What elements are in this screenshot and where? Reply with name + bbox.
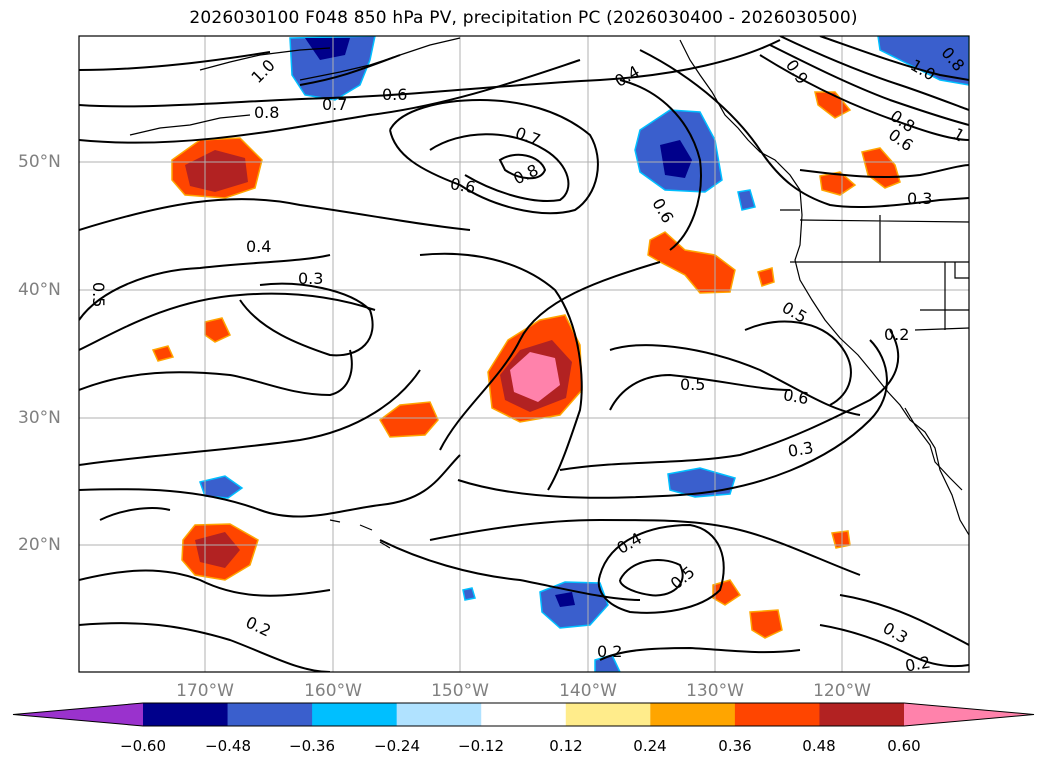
contour-label: 0.2 [904, 652, 932, 675]
pv-contours [79, 36, 969, 672]
lat-tick-label: 40°N [18, 280, 61, 300]
precip-negative-patch [305, 38, 350, 60]
contour-label: 0.5 [89, 282, 108, 307]
lon-tick-label: 150°W [431, 681, 489, 701]
colorbar-tick-label: −0.48 [205, 737, 251, 755]
contour-label: 0.7 [322, 95, 347, 114]
colorbar-tick-label: 0.24 [633, 737, 667, 755]
precip-positive-patch [204, 317, 231, 343]
contour-label: 0.5 [779, 298, 811, 327]
colorbar-tick-label: 0.36 [718, 737, 752, 755]
colorbar-segment [650, 703, 736, 726]
colorbar-tick-label: 0.48 [802, 737, 836, 755]
lon-tick-label: 120°W [813, 681, 871, 701]
colorbar-segment [227, 703, 313, 726]
contour-label: 0.5 [680, 375, 705, 394]
precip-negative-patch [877, 36, 969, 86]
precip-negative-patch [199, 475, 244, 499]
precip-positive-patch [749, 609, 783, 639]
colorbar-segment [734, 703, 820, 726]
plot-frame [78, 35, 970, 673]
colorbar-tick-label: 0.60 [887, 737, 921, 755]
contour-label: 0.2 [243, 613, 274, 641]
contour-label: 0.6 [782, 385, 810, 408]
colorbar-segment [396, 703, 482, 726]
lat-tick-label: 30°N [18, 408, 61, 428]
contour-label: 0.2 [884, 325, 909, 344]
colorbar-tick-label: −0.60 [120, 737, 166, 755]
precip-positive-patch [819, 171, 857, 196]
colorbar-segment [143, 703, 229, 726]
precip-patches [151, 36, 969, 672]
precip-negative-patch [462, 587, 476, 601]
contour-label: 0.6 [382, 85, 407, 104]
lon-tick-label: 170°W [176, 681, 234, 701]
lon-tick-label: 130°W [686, 681, 744, 701]
colorbar-segment [565, 703, 651, 726]
map-title: 2026030100 F048 850 hPa PV, precipitatio… [189, 8, 858, 28]
colorbar-extend-high [904, 703, 1034, 726]
colorbar-extend-low [13, 703, 143, 726]
precip-negative-patch [737, 189, 756, 211]
lat-tick-label: 50°N [18, 152, 61, 172]
contour-label: 1.0 [247, 56, 278, 87]
colorbar-segment [481, 703, 567, 726]
contour-label: 0.6 [648, 195, 677, 227]
precip-positive-patch [379, 401, 439, 438]
colorbar-tick-label: −0.24 [374, 737, 420, 755]
precip-positive-patch [185, 150, 248, 192]
precip-positive-patch [757, 267, 775, 287]
contour-label: 0.6 [449, 174, 477, 197]
contour-label: 0.4 [246, 237, 271, 256]
lon-tick-label: 140°W [559, 681, 617, 701]
lon-tick-label: 160°W [304, 681, 362, 701]
precip-negative-patch [555, 592, 575, 607]
colorbar-tick-label: −0.36 [289, 737, 335, 755]
colorbar [12, 702, 1035, 727]
colorbar-segment [819, 703, 905, 726]
contour-label: 0.8 [254, 103, 279, 122]
colorbar-segment [312, 703, 398, 726]
contour-label: 0.3 [298, 269, 323, 288]
precip-positive-patch [151, 345, 175, 362]
coastlines [129, 37, 969, 549]
precip-positive-patch [195, 532, 240, 568]
gridlines [79, 36, 969, 672]
contour-label: 0.2 [597, 642, 622, 661]
lat-tick-label: 20°N [18, 535, 61, 555]
contour-label: 0.5 [667, 562, 699, 593]
colorbar-tick-label: 0.12 [549, 737, 583, 755]
precip-positive-patch [861, 147, 901, 189]
contour-label: 1 [950, 124, 968, 146]
contour-label: 0.3 [907, 189, 932, 208]
precip-negative-patch [660, 140, 692, 178]
precip-positive-patch [647, 231, 736, 294]
colorbar-outline [12, 702, 1035, 727]
precip-positive-patch [510, 352, 560, 402]
contour-label: 0.3 [786, 438, 814, 461]
contour-label: 0.8 [510, 160, 541, 188]
colorbar-tick-label: −0.12 [458, 737, 504, 755]
